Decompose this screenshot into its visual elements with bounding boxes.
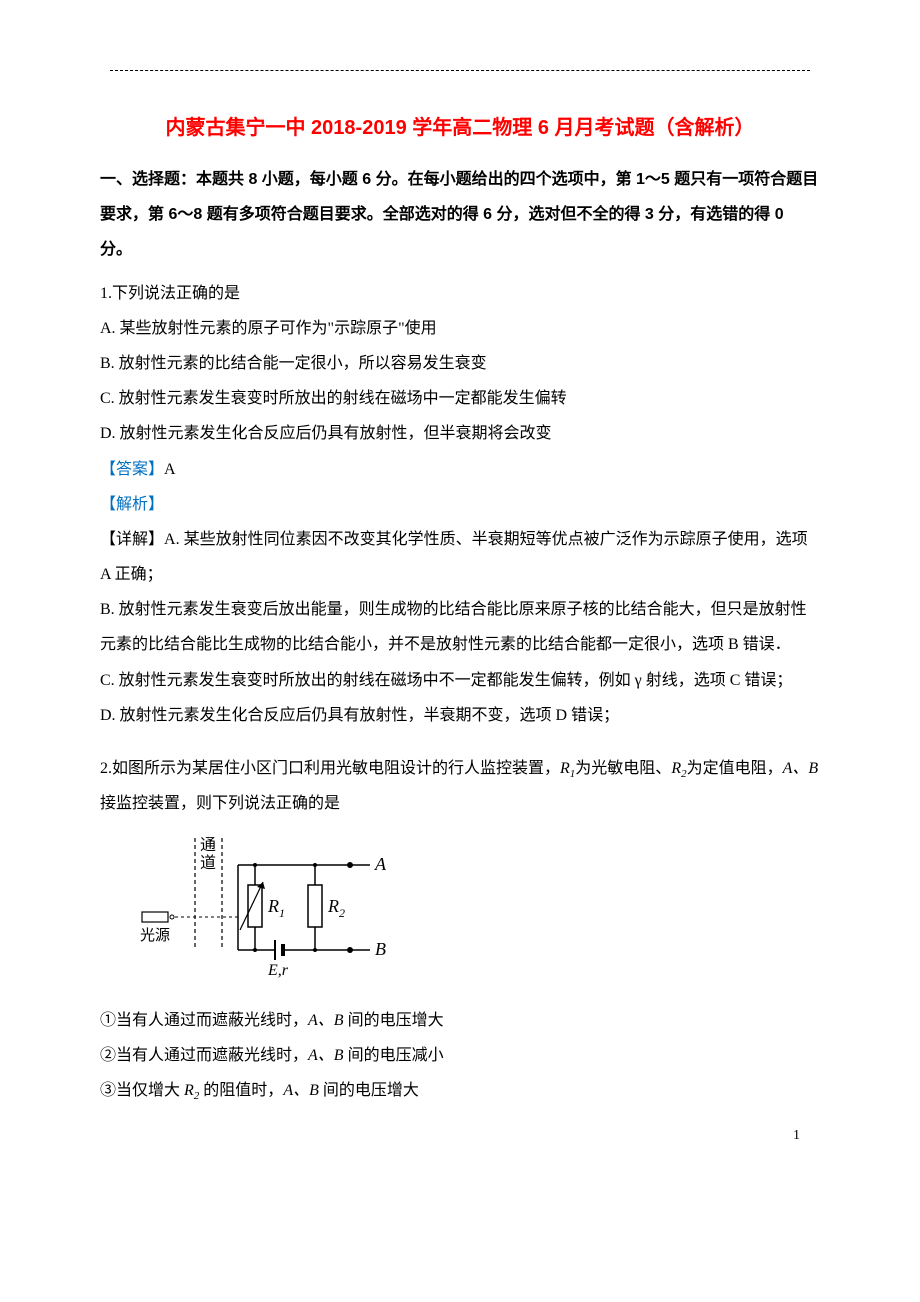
q2-stem-mid1: 为光敏电阻、 bbox=[575, 760, 671, 777]
node-a-label: A bbox=[374, 854, 387, 874]
joint-3 bbox=[253, 948, 257, 952]
channel-label-1: 通 bbox=[200, 836, 216, 854]
q1-detail-c: C. 放射性元素发生衰变时所放出的射线在磁场中不一定都能发生偏转，例如 γ 射线… bbox=[100, 663, 820, 698]
q1-option-c: C. 放射性元素发生衰变时所放出的射线在磁场中一定都能发生偏转 bbox=[100, 381, 820, 416]
light-label: 光源 bbox=[140, 927, 170, 944]
q2-s2-ab: A、B bbox=[308, 1047, 344, 1064]
circuit-svg: 通 道 光源 A R1 R bbox=[140, 830, 400, 990]
r1-box bbox=[248, 885, 262, 927]
detail-label: 【详解】 bbox=[100, 531, 164, 548]
exam-page: 内蒙古集宁一中 2018-2019 学年高二物理 6 月月考试题（含解析） 一、… bbox=[0, 0, 920, 1184]
q2-stem: 2.如图所示为某居住小区门口利用光敏电阻设计的行人监控装置，R1为光敏电阻、R2… bbox=[100, 751, 820, 822]
q1-analysis-label: 【解析】 bbox=[100, 487, 820, 522]
q2-s3-ab: A、B bbox=[283, 1082, 319, 1099]
q1-detail-d: D. 放射性元素发生化合反应后仍具有放射性，半衰期不变，选项 D 错误； bbox=[100, 698, 820, 733]
top-divider bbox=[110, 70, 810, 71]
q1-option-d: D. 放射性元素发生化合反应后仍具有放射性，但半衰期将会改变 bbox=[100, 416, 820, 451]
q2-stem-mid2: 为定值电阻， bbox=[687, 760, 783, 777]
joint-1 bbox=[253, 863, 257, 867]
q1-answer: 【答案】A bbox=[100, 452, 820, 487]
r1-label: R1 bbox=[267, 896, 285, 920]
q2-s3-post: 间的电压增大 bbox=[323, 1082, 419, 1099]
q2-ab: A、B bbox=[783, 760, 819, 777]
light-lens bbox=[170, 915, 174, 919]
q2-statement-3: ③当仅增大 R2 的阻值时，A、B 间的电压增大 bbox=[100, 1073, 820, 1108]
q2-stem-pre: 2.如图所示为某居住小区门口利用光敏电阻设计的行人监控装置， bbox=[100, 760, 560, 777]
section-instruction: 一、选择题：本题共 8 小题，每小题 6 分。在每小题给出的四个选项中，第 1～… bbox=[100, 162, 820, 268]
spacer bbox=[100, 733, 820, 751]
q1-option-a: A. 某些放射性元素的原子可作为"示踪原子"使用 bbox=[100, 311, 820, 346]
q1-detail-b: B. 放射性元素发生衰变后放出能量，则生成物的比结合能比原来原子核的比结合能大，… bbox=[100, 592, 820, 662]
q2-s1-post: 间的电压增大 bbox=[348, 1012, 444, 1029]
detail-a-text: A. 某些放射性同位素因不改变其化学性质、半衰期短等优点被广泛作为示踪原子使用，… bbox=[100, 531, 808, 583]
q2-s1-pre: ①当有人通过而遮蔽光线时， bbox=[100, 1012, 308, 1029]
q2-s3-r2-sub: 2 bbox=[194, 1090, 200, 1102]
r2-box bbox=[308, 885, 322, 927]
q2-statement-2: ②当有人通过而遮蔽光线时，A、B 间的电压减小 bbox=[100, 1038, 820, 1073]
node-b-dot bbox=[347, 947, 353, 953]
r2-label: R2 bbox=[327, 896, 345, 920]
node-a-dot bbox=[347, 862, 353, 868]
page-number: 1 bbox=[100, 1128, 820, 1144]
node-b-label: B bbox=[375, 939, 386, 959]
circuit-diagram: 通 道 光源 A R1 R bbox=[140, 830, 820, 995]
q2-s1-ab: A、B bbox=[308, 1012, 344, 1029]
q2-s3-mid: 的阻值时， bbox=[203, 1082, 283, 1099]
q2-s3-r2-sym: R bbox=[184, 1082, 194, 1099]
joint-2 bbox=[313, 863, 317, 867]
r1-arrow bbox=[240, 882, 263, 930]
exam-title: 内蒙古集宁一中 2018-2019 学年高二物理 6 月月考试题（含解析） bbox=[100, 111, 820, 140]
joint-4 bbox=[313, 948, 317, 952]
answer-label-text: 【答案】 bbox=[100, 461, 164, 478]
q2-r2: R2 bbox=[671, 760, 686, 777]
q1-option-b: B. 放射性元素的比结合能一定很小，所以容易发生衰变 bbox=[100, 346, 820, 381]
q2-r2-sym: R bbox=[671, 760, 681, 777]
q2-stem-post: 接监控装置，则下列说法正确的是 bbox=[100, 795, 340, 812]
q1-detail-a: 【详解】A. 某些放射性同位素因不改变其化学性质、半衰期短等优点被广泛作为示踪原… bbox=[100, 522, 820, 592]
q1-stem: 1.下列说法正确的是 bbox=[100, 276, 820, 311]
q2-s3-r2: R2 bbox=[184, 1082, 199, 1099]
channel-label-2: 道 bbox=[200, 854, 216, 872]
q2-s3-pre: ③当仅增大 bbox=[100, 1082, 184, 1099]
q2-r1-sym: R bbox=[560, 760, 570, 777]
q2-r1: R1 bbox=[560, 760, 575, 777]
answer-value: A bbox=[164, 461, 176, 478]
q2-s2-post: 间的电压减小 bbox=[348, 1047, 444, 1064]
light-source-box bbox=[142, 912, 168, 922]
q2-s2-pre: ②当有人通过而遮蔽光线时， bbox=[100, 1047, 308, 1064]
q2-statement-1: ①当有人通过而遮蔽光线时，A、B 间的电压增大 bbox=[100, 1003, 820, 1038]
battery-label: E,r bbox=[267, 962, 289, 979]
